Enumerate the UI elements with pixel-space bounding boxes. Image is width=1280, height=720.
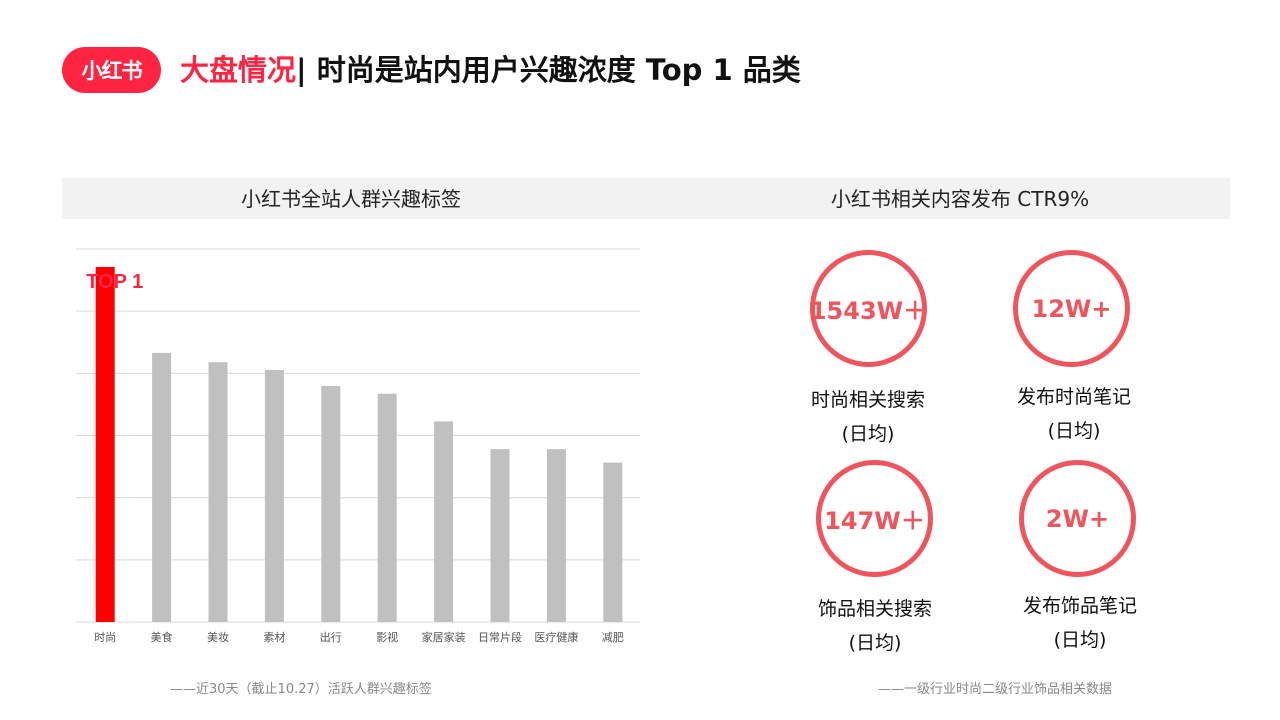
top1-annotation: TOP 1 (86, 271, 143, 293)
x-tick-label: 家居家装 (422, 630, 466, 644)
x-tick-label: 日常片段 (478, 630, 522, 644)
stat-label-text: 发布时尚笔记 (1016, 386, 1131, 408)
x-tick-label: 出行 (320, 630, 342, 644)
section-header-band (62, 178, 1230, 219)
bar-10 (603, 462, 623, 622)
stat-value: 147W＋ (824, 507, 925, 535)
bar-2 (152, 352, 172, 622)
stat-label-sub: (日均) (1053, 629, 1107, 651)
stat-label-accessory-notes: 发布饰品笔记 (日均) (980, 589, 1180, 657)
bar-5 (321, 385, 341, 622)
stat-label-fashion-search: 时尚相关搜索 (日均) (768, 383, 968, 451)
x-tick-label: 医疗健康 (534, 630, 578, 644)
stat-label-sub: (日均) (841, 423, 895, 445)
stat-value: 2W+ (1045, 504, 1110, 533)
bar-7 (434, 421, 454, 622)
x-tick-label: 减肥 (602, 631, 624, 644)
stat-value: 1543W＋ (809, 297, 928, 325)
stat-label-text: 时尚相关搜索 (810, 389, 925, 411)
bar-8 (490, 449, 510, 622)
stat-label-sub: (日均) (848, 632, 902, 654)
stat-label-text: 饰品相关搜索 (817, 598, 932, 620)
x-tick-label: 美食 (151, 630, 173, 644)
left-panel-heading: 小红书全站人群兴趣标签 (241, 187, 461, 211)
x-tick-label: 影视 (376, 630, 398, 644)
x-tick-label: 美妆 (207, 631, 229, 644)
interest-tags-bar-chart: 时尚 美食 美妆 素材 出行 影视 家居家装 日常片段 医疗健康 减肥 TOP 1 (76, 248, 640, 644)
right-panel-heading: 小红书相关内容发布 CTR9% (830, 187, 1090, 211)
stat-circle-accessory-notes: 2W+ (1019, 460, 1136, 577)
stat-value: 12W+ (1031, 294, 1112, 323)
right-footnote: ——一级行业时尚二级行业饰品相关数据 (878, 682, 1113, 697)
bar-1 (95, 267, 115, 622)
x-tick-label: 时尚 (94, 630, 116, 644)
bar-4 (264, 369, 284, 622)
title-rest: | 时尚是站内用户兴趣浓度 Top 1 品类 (296, 53, 801, 87)
stat-circle-fashion-notes: 12W+ (1013, 250, 1130, 367)
stat-label-sub: (日均) (1047, 420, 1101, 442)
bar-3 (208, 362, 228, 622)
stat-circle-accessory-search: 147W＋ (816, 460, 933, 577)
stat-label-accessory-search: 饰品相关搜索 (日均) (775, 592, 975, 660)
x-tick-label: 素材 (263, 630, 285, 644)
title-highlight: 大盘情况 (180, 53, 297, 87)
stat-circle-fashion-search: 1543W＋ (810, 250, 927, 367)
stat-label-text: 发布饰品笔记 (1022, 595, 1137, 617)
stat-label-fashion-notes: 发布时尚笔记 (日均) (974, 380, 1174, 448)
page-title: 大盘情况| 时尚是站内用户兴趣浓度 Top 1 品类 (180, 48, 801, 92)
bar-6 (377, 393, 397, 622)
bar-9 (546, 449, 566, 622)
xiaohongshu-logo: 小红书 (62, 47, 161, 93)
left-footnote: ——近30天（截止10.27）活跃人群兴趣标签 (170, 682, 432, 697)
